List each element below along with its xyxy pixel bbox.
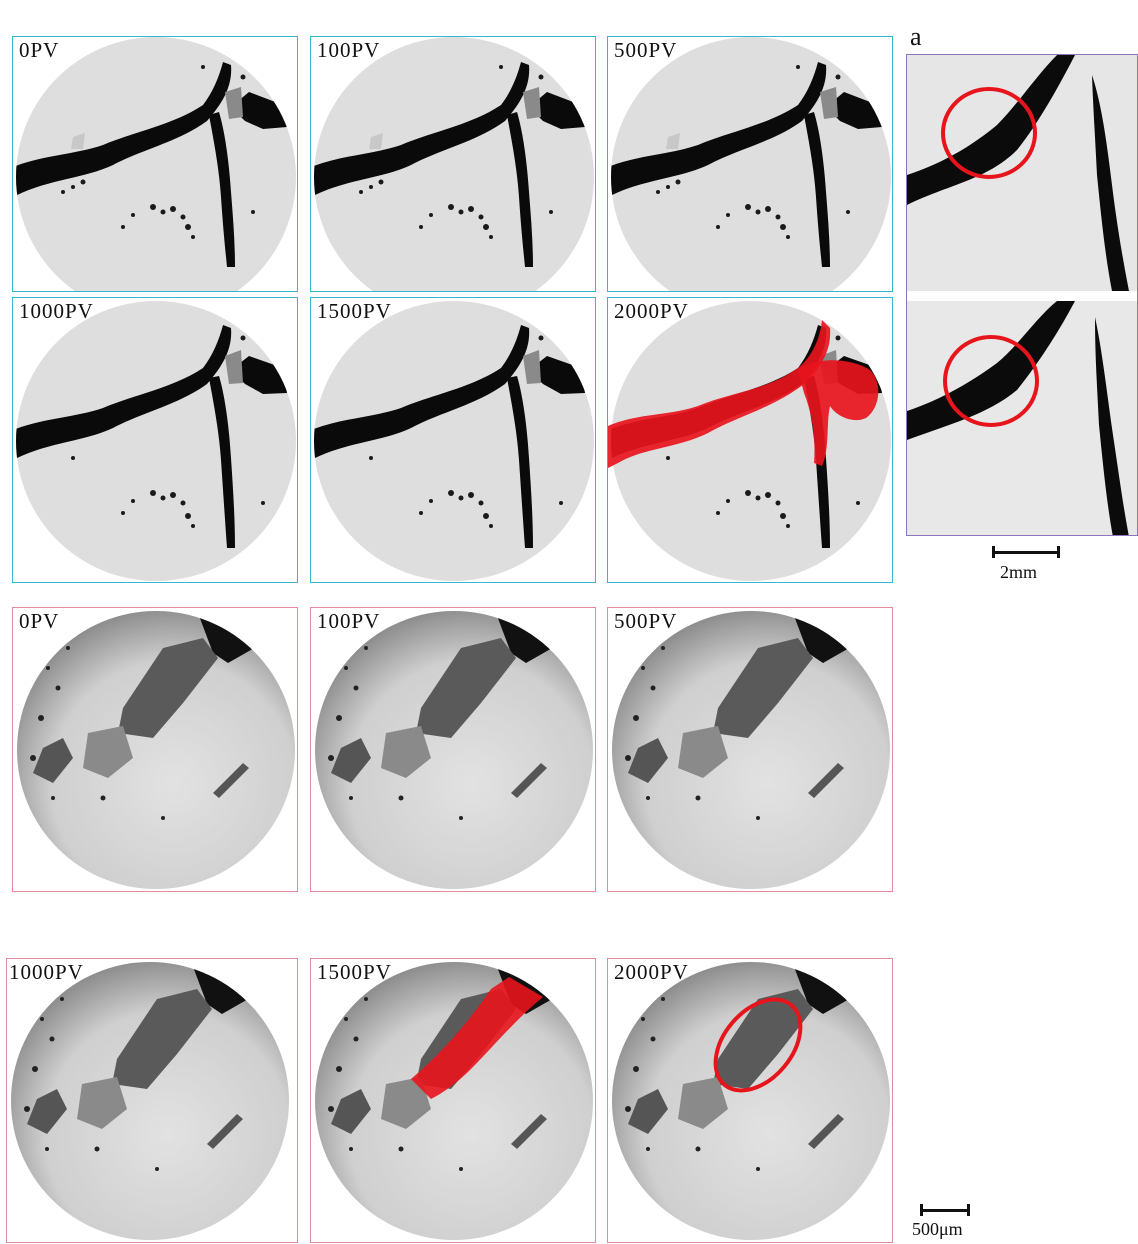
bottom-panel-1000pv: 1000PV bbox=[6, 958, 298, 1243]
highlight-circle bbox=[713, 997, 803, 1093]
side-panel-letter: a bbox=[910, 22, 922, 51]
ct-scan-image bbox=[13, 608, 298, 892]
panel-label: 500PV bbox=[614, 38, 678, 62]
highlight-circle bbox=[943, 335, 1039, 427]
dissolution-highlight bbox=[411, 977, 543, 1099]
ct-scan-image bbox=[13, 37, 298, 292]
ct-scan-image bbox=[311, 608, 596, 892]
top-panel-2000pv: 2000PV bbox=[607, 297, 893, 583]
ct-scan-image-highlighted bbox=[608, 959, 893, 1243]
ct-scan-image bbox=[311, 37, 596, 292]
top-panel-1500pv: 1500PV bbox=[310, 297, 596, 583]
bottom-panel-0pv: 0PV bbox=[12, 607, 298, 892]
bottom-panel-500pv: 500PV bbox=[607, 607, 893, 892]
ct-scan-image bbox=[7, 959, 298, 1243]
ct-scan-image bbox=[311, 298, 596, 583]
panel-label: 1500PV bbox=[317, 960, 392, 984]
panel-label: 100PV bbox=[317, 38, 381, 62]
panel-label: 1500PV bbox=[317, 299, 392, 323]
ct-scan-image bbox=[608, 37, 893, 292]
scale-bar-label: 2mm bbox=[1000, 562, 1038, 582]
panel-label: 2000PV bbox=[614, 960, 689, 984]
panel-label: 2000PV bbox=[614, 299, 689, 323]
ct-scan-image-highlighted bbox=[608, 298, 893, 583]
bottom-panel-1500pv: 1500PV bbox=[310, 958, 596, 1243]
scale-bar-label: 500μm bbox=[912, 1219, 963, 1239]
panel-label: 1000PV bbox=[9, 960, 84, 984]
top-panel-0pv: 0PV bbox=[12, 36, 298, 292]
dissolution-highlight bbox=[608, 320, 831, 468]
bottom-panel-100pv: 100PV bbox=[310, 607, 596, 892]
dissolution-highlight bbox=[798, 360, 879, 466]
panel-label: 1000PV bbox=[19, 299, 94, 323]
ct-scan-image bbox=[608, 608, 893, 892]
top-panel-1000pv: 1000PV bbox=[12, 297, 298, 583]
zoom-ct-images bbox=[907, 55, 1137, 535]
ct-scan-image bbox=[13, 298, 298, 583]
scale-bar-bottom: 500μm bbox=[912, 1204, 1000, 1244]
panel-label: 0PV bbox=[19, 609, 60, 633]
panel-label: 100PV bbox=[317, 609, 381, 633]
top-panel-500pv: 500PV bbox=[607, 36, 893, 292]
panel-label: 500PV bbox=[614, 609, 678, 633]
ct-scan-image-highlighted bbox=[311, 959, 596, 1243]
bottom-panel-2000pv: 2000PV bbox=[607, 958, 893, 1243]
top-panel-100pv: 100PV bbox=[310, 36, 596, 292]
side-panel-zoom bbox=[906, 54, 1138, 536]
panel-label: 0PV bbox=[19, 38, 60, 62]
scale-bar-top: 2mm bbox=[992, 546, 1062, 586]
highlight-circle bbox=[941, 87, 1037, 179]
